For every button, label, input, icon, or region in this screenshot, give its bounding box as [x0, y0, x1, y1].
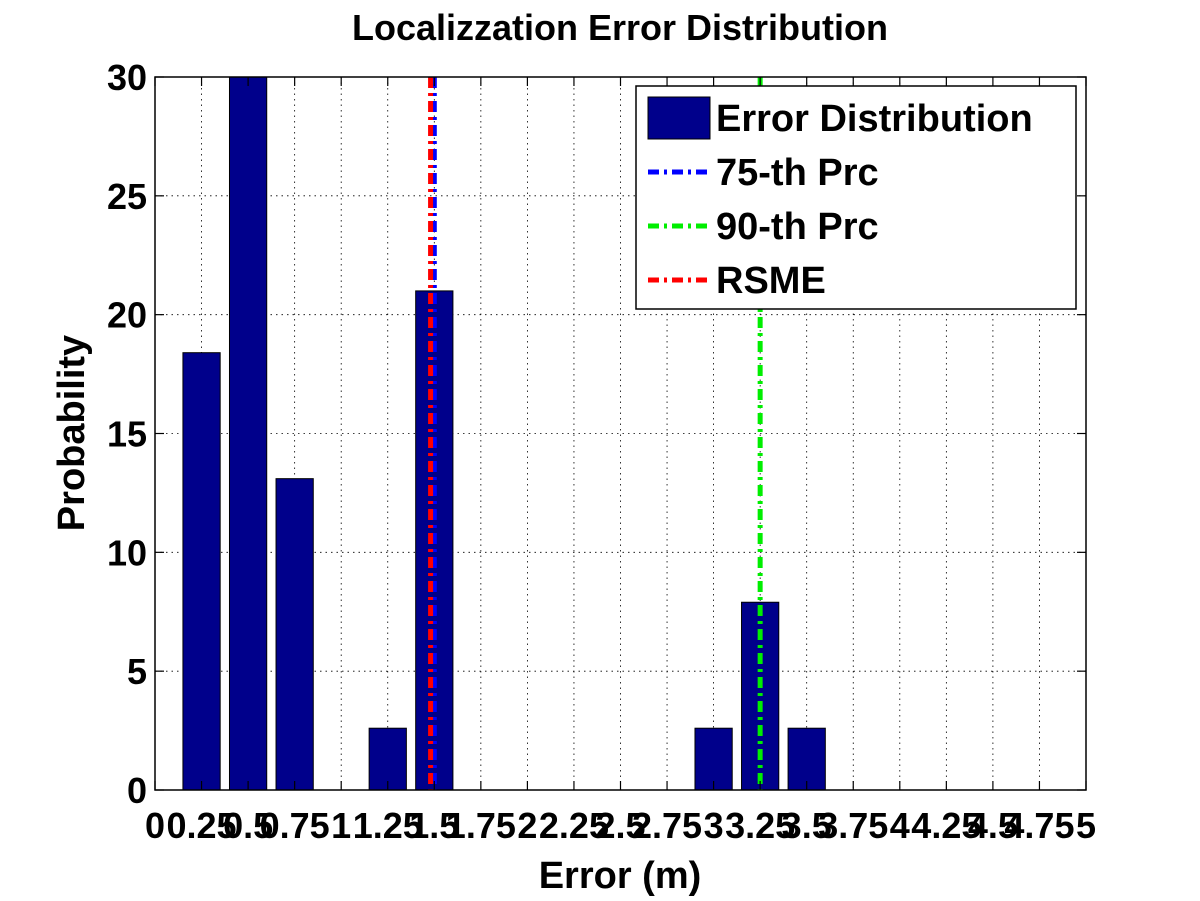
- axis-ticks: 0 0.250.50.75 1 1.251.51.75 2 2.252.52.75 3 3.2…: [107, 57, 1096, 846]
- x-tick-label: 0.25: [167, 805, 237, 846]
- y-tick-label: 5: [127, 651, 147, 692]
- x-tick-label: 4.75: [1004, 805, 1074, 846]
- y-tick-label: 15: [107, 414, 147, 455]
- legend-label: RSME: [716, 260, 826, 302]
- bar: [694, 727, 733, 791]
- y-tick-label: 25: [107, 176, 147, 217]
- x-tick-label: 0: [145, 805, 165, 846]
- x-tick-label: 4: [890, 805, 910, 846]
- x-tick-label: 3.25: [725, 805, 795, 846]
- bar: [368, 727, 407, 791]
- x-axis-label: Error (m): [539, 855, 702, 897]
- x-tick-label: 2: [517, 805, 537, 846]
- legend-label: 75-th Prc: [716, 152, 879, 194]
- legend-label: Error Distribution: [716, 98, 1033, 140]
- x-tick-label: 0.5: [223, 805, 273, 846]
- x-tick-label: 4.25: [911, 805, 981, 846]
- legend: Error Distribution 75-th Prc 90-th Prc RSME: [635, 85, 1077, 310]
- legend-swatch-bar: [647, 96, 711, 140]
- x-tick-label: 1: [331, 805, 351, 846]
- legend-label: 90-th Prc: [716, 206, 879, 248]
- bar: [182, 352, 221, 791]
- x-tick-label: 2.75: [632, 805, 702, 846]
- x-tick-label: 3.5: [782, 805, 832, 846]
- y-tick-label: 10: [107, 532, 147, 573]
- y-axis-label: Probability: [51, 335, 93, 531]
- x-tick-label: 3.75: [818, 805, 888, 846]
- bar: [228, 76, 268, 791]
- y-tick-label: 20: [107, 295, 147, 336]
- y-tick-label: 30: [107, 57, 147, 98]
- bars: [182, 76, 826, 791]
- y-tick-label: 0: [127, 770, 147, 811]
- x-tick-label: 1.75: [446, 805, 516, 846]
- chart-title: Localizzation Error Distribution: [352, 7, 888, 48]
- x-tick-label: 0.75: [260, 805, 330, 846]
- percentile-lines: [428, 77, 763, 790]
- x-tick-label: 3: [704, 805, 724, 846]
- x-tick-label: 1.25: [353, 805, 423, 846]
- x-tick-label: 5: [1076, 805, 1096, 846]
- bar: [787, 727, 826, 791]
- x-tick-label: 2.5: [595, 805, 645, 846]
- bar: [275, 478, 314, 791]
- x-tick-label: 4.5: [968, 805, 1018, 846]
- x-tick-label: 1.5: [409, 805, 459, 846]
- x-tick-label: 2.25: [539, 805, 609, 846]
